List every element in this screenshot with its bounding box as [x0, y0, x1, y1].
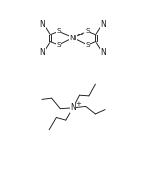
- Text: S: S: [56, 42, 61, 48]
- Text: N: N: [101, 20, 106, 29]
- Text: N: N: [70, 103, 76, 112]
- Text: S: S: [85, 42, 90, 48]
- Text: +: +: [75, 101, 81, 107]
- Text: N: N: [40, 20, 45, 29]
- Text: −: −: [76, 30, 82, 39]
- Text: S: S: [56, 28, 61, 34]
- Text: Ni: Ni: [69, 35, 77, 41]
- Text: N: N: [101, 48, 106, 57]
- Text: N: N: [40, 48, 45, 57]
- Text: S: S: [85, 28, 90, 34]
